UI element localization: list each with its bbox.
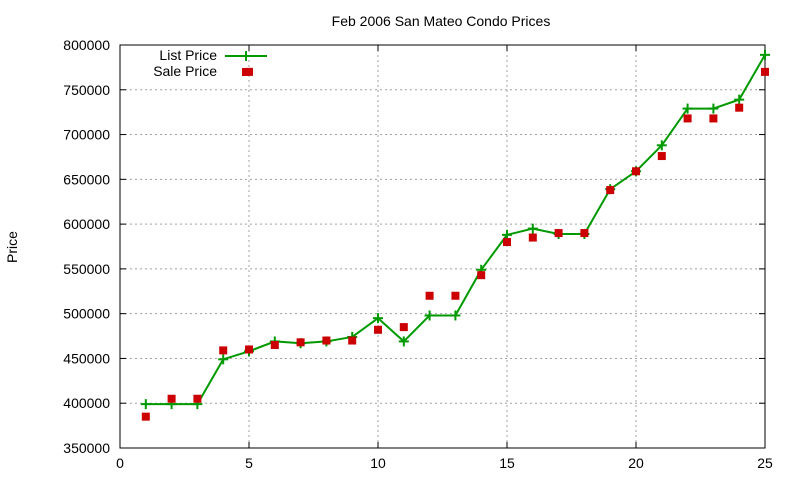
legend-label-list-price: List Price xyxy=(159,47,217,63)
sale-price-point xyxy=(167,394,176,403)
sale-price-point xyxy=(554,229,563,238)
list-price-point xyxy=(218,354,229,365)
list-price-point xyxy=(527,223,538,234)
x-tick-label: 15 xyxy=(499,455,515,471)
list-price-point xyxy=(450,310,461,321)
sale-price-point xyxy=(606,186,615,195)
x-tick-label: 0 xyxy=(116,455,124,471)
y-tick-label: 500000 xyxy=(63,306,110,322)
sale-price-point xyxy=(296,338,305,347)
x-tick-label: 5 xyxy=(245,455,253,471)
legend: List Price Sale Price xyxy=(153,47,267,79)
sale-price-point xyxy=(348,336,357,345)
sale-price-point xyxy=(451,291,460,300)
sale-price-point xyxy=(683,114,692,123)
sale-price-point xyxy=(580,229,589,238)
legend-marker-sale-price xyxy=(242,68,250,76)
y-axis-label: Price xyxy=(4,231,20,263)
y-tick-label: 800000 xyxy=(63,37,110,53)
y-tick-label: 600000 xyxy=(63,216,110,232)
sale-price-point xyxy=(709,114,718,123)
list-price-line xyxy=(145,54,766,406)
sale-price-point xyxy=(735,103,744,112)
list-price-point xyxy=(373,313,383,324)
list-price-point xyxy=(708,103,719,114)
list-price-point xyxy=(398,336,409,347)
sale-price-point xyxy=(219,346,228,355)
sale-price-point xyxy=(761,67,769,76)
list-price-point xyxy=(760,49,770,60)
legend-marker-list-price xyxy=(241,51,251,61)
list-price-point xyxy=(140,399,151,410)
sale-price-point xyxy=(657,152,666,161)
sale-price-point xyxy=(270,341,279,350)
y-tick-label: 750000 xyxy=(63,82,110,98)
sale-price-point xyxy=(245,345,253,354)
list-price-point xyxy=(656,140,667,151)
list-price-point xyxy=(682,103,693,114)
x-tick-label: 25 xyxy=(757,455,773,471)
legend-label-sale-price: Sale Price xyxy=(153,63,217,79)
y-tick-label: 650000 xyxy=(63,171,110,187)
axis-ticks: 0 5 10 15 20 25 350000 400000 450000 500000 550000… xyxy=(63,37,773,471)
grid xyxy=(120,45,765,448)
sale-price-point xyxy=(528,233,537,242)
list-price-point xyxy=(734,94,745,105)
y-tick-label: 450000 xyxy=(63,350,110,366)
x-tick-label: 10 xyxy=(370,455,386,471)
y-tick-label: 350000 xyxy=(63,440,110,456)
chart-title: Feb 2006 San Mateo Condo Prices xyxy=(332,13,551,29)
list-price-point xyxy=(424,310,435,321)
y-tick-label: 700000 xyxy=(63,127,110,143)
sale-price-point xyxy=(193,394,202,403)
sale-price-point xyxy=(322,336,331,345)
sale-price-point xyxy=(399,323,408,332)
sale-price-point xyxy=(503,238,511,247)
y-tick-label: 550000 xyxy=(63,261,110,277)
sale-price-point xyxy=(374,325,382,334)
sale-price-point xyxy=(425,291,434,300)
x-tick-label: 20 xyxy=(628,455,644,471)
sale-price-point xyxy=(477,271,486,280)
plot-frame xyxy=(119,44,766,449)
y-tick-label: 400000 xyxy=(63,395,110,411)
sale-price-point xyxy=(141,412,150,421)
sale-price-point xyxy=(632,167,640,176)
series xyxy=(140,49,770,421)
